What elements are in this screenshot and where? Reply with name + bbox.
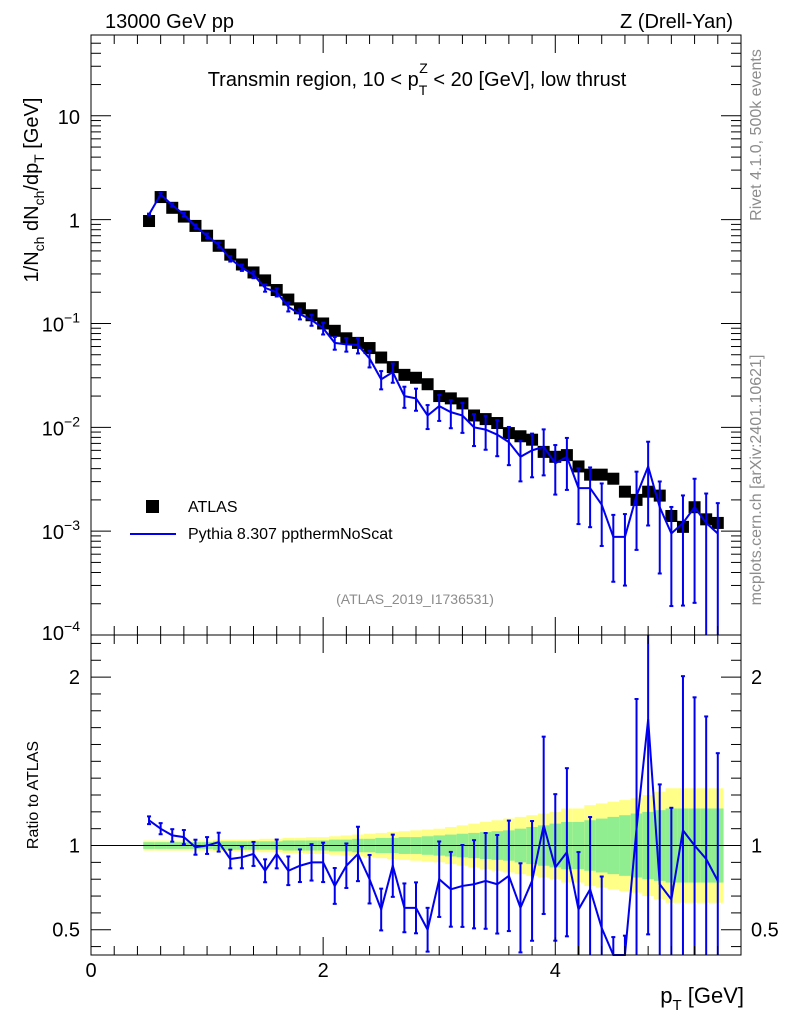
legend: ATLAS Pythia 8.307 ppthermNoScat [130,499,393,543]
atlas-point [375,351,388,364]
y-tick-base: 10 [42,522,64,544]
ylabel-3: /dp [21,163,43,191]
legend-atlas-marker [146,500,159,513]
atlas-point [607,472,620,485]
chart-title: Transmin region, 10 < pTZ < 20 [GeV], lo… [208,60,627,98]
legend-pythia-label: Pythia 8.307 ppthermNoScat [188,526,393,543]
y-tick-base: 10 [42,314,64,336]
x-axis-label: pT [GeV] [660,983,744,1014]
ylabel-sub-ch2: ch [31,191,47,206]
xlabel-unit: [GeV] [682,983,744,1008]
y-tick-label: 10−3 [42,517,80,544]
atlas-point [444,392,457,405]
xlabel-p: p [660,983,672,1008]
atlas-point [421,378,434,391]
title-sub-t: T [419,82,428,98]
header-right: Z (Drell-Yan) [620,11,733,33]
ylabel-4: [GeV] [21,98,43,155]
ylabel-1: 1/N [21,251,43,282]
ratio-y-tick-label: 1 [69,836,80,858]
atlas-point [398,368,411,381]
header-left: 13000 GeV pp [105,11,234,33]
pythia-line [148,192,719,538]
main-frame [90,34,742,636]
y-tick-label: 10 [58,107,80,129]
y-tick-label: 10−1 [42,309,80,336]
y-tick-exp: −3 [64,517,80,533]
xlabel-sub-t: T [672,997,681,1014]
title-sup-z: Z [419,60,428,76]
atlas-point [224,248,237,261]
y-tick-exp: −4 [64,618,80,634]
ratio-y-axis-label: Ratio to ATLAS [25,741,42,849]
title-part-1: Transmin region, 10 < p [208,69,419,91]
ylabel-sub-ch1: ch [31,237,47,252]
atlas-point [166,201,179,214]
rivet-label: Rivet 4.1.0, 500k events [748,49,765,221]
atlas-point [143,215,156,228]
atlas-point [595,468,608,481]
atlas-point [328,324,341,337]
atlas-point [572,460,585,473]
x-tick-label: 2 [318,960,329,982]
y-tick-label: 10−2 [42,413,80,440]
ylabel-sub-t: T [31,154,47,163]
ratio-y-tick-label-right: 2 [751,667,762,689]
y-tick-exp: −1 [64,309,80,325]
y-tick-label: 1 [69,211,80,233]
atlas-point [410,371,422,384]
legend-atlas-label: ATLAS [188,499,238,516]
atlas-point [514,430,527,443]
y-tick-exp: −2 [64,413,80,429]
analysis-id: (ATLAS_2019_I1736531) [336,591,494,607]
ratio-y-tick-label-right: 0.5 [751,920,779,942]
main-panel-data [143,191,724,635]
ratio-y-tick-label: 0.5 [52,920,80,942]
y-tick-base: 10 [42,418,64,440]
ratio-panel-data [91,635,741,956]
ylabel-2: dN [21,205,43,236]
y-tick-label: 10−4 [42,618,80,645]
x-tick-label: 4 [550,960,561,982]
y-axis-label: 1/Nch dNch/dpT [GeV] [21,98,47,283]
ratio-y-tick-label-right: 1 [751,836,762,858]
atlas-point [618,485,631,498]
x-tick-label: 0 [85,960,96,982]
mcplots-label: mcplots.cern.ch [arXiv:2401.10621] [748,355,765,606]
atlas-point [363,342,376,355]
y-tick-base: 10 [42,623,64,645]
ratio-y-tick-label: 2 [69,667,80,689]
title-part-2: < 20 [GeV], low thrust [428,69,627,91]
